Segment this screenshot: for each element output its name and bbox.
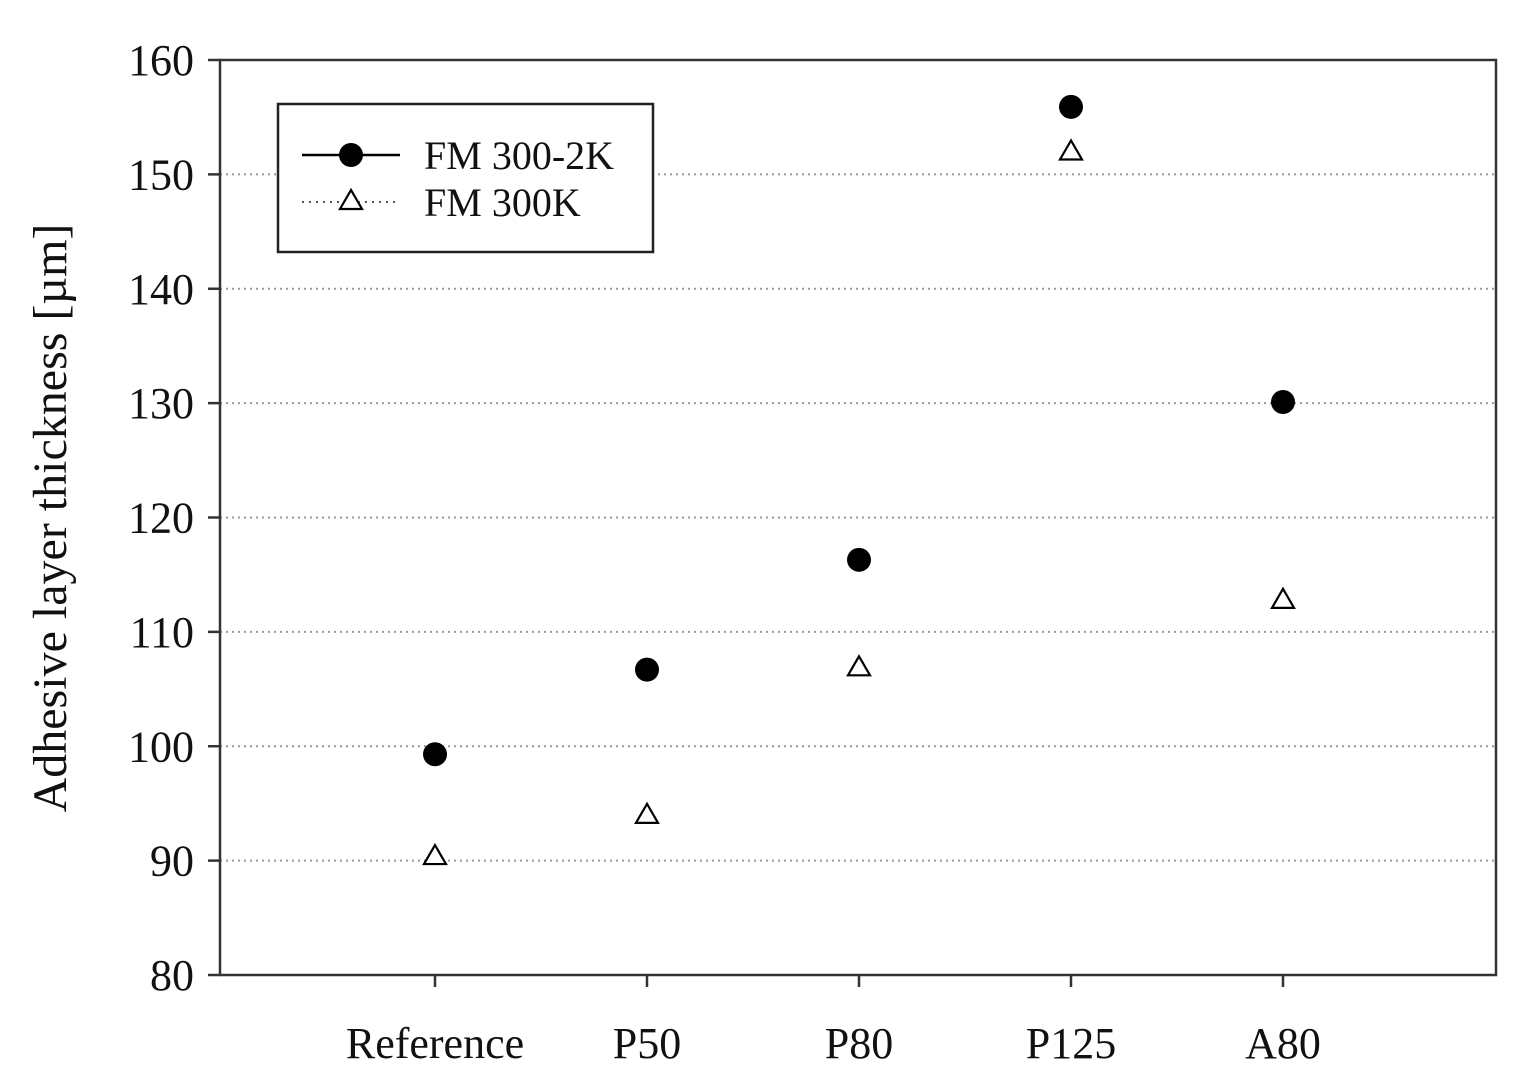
y-tick-label: 140	[128, 265, 194, 314]
point-fm-300-2k	[847, 547, 871, 572]
y-tick-label: 130	[128, 379, 194, 428]
y-tick-label: 120	[128, 494, 194, 543]
data-marks	[422, 94, 1296, 866]
point-fm-300k	[634, 801, 660, 824]
point-fm-300k	[1058, 138, 1084, 161]
y-tick-label: 110	[130, 608, 194, 657]
y-axis-title: Adhesive layer thickness [µm]	[24, 224, 77, 813]
legend-marker-fm-300k	[338, 187, 364, 211]
gridlines	[220, 173, 1496, 862]
point-fm-300k	[422, 842, 448, 866]
y-tick-label: 160	[128, 36, 194, 85]
y-tick-label: 80	[150, 951, 194, 1000]
point-fm-300k	[1270, 586, 1296, 609]
legend-box	[276, 102, 655, 254]
point-fm-300-2k	[1271, 389, 1295, 414]
legend-label-fm-300k: FM 300K	[424, 180, 581, 225]
x-tick-label: P80	[825, 1019, 893, 1068]
point-fm-300-2k	[1059, 94, 1083, 119]
y-tick-label: 150	[128, 150, 194, 199]
y-axis: 80 90 100 110 120 130 140 150 160	[128, 36, 220, 1000]
point-fm-300-2k	[423, 742, 447, 767]
x-tick-label: P50	[613, 1019, 681, 1068]
y-tick-label: 100	[128, 722, 194, 771]
point-fm-300-2k	[635, 657, 659, 682]
x-tick-label: A80	[1245, 1019, 1321, 1068]
legend: FM 300-2K FM 300K	[276, 102, 655, 254]
x-tick-label: Reference	[346, 1019, 524, 1068]
y-tick-label: 90	[150, 837, 194, 886]
point-fm-300k	[846, 654, 872, 677]
legend-label-fm-300-2k: FM 300-2K	[424, 133, 614, 178]
x-axis: Reference P50 P80 P125 A80	[346, 975, 1321, 1068]
legend-marker-fm-300-2k	[339, 143, 363, 167]
x-tick-label: P125	[1026, 1019, 1116, 1068]
